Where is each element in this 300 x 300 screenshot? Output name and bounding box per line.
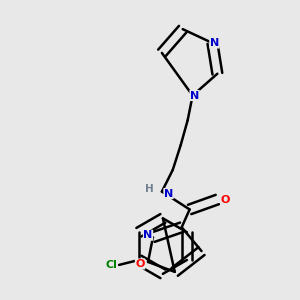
Text: Cl: Cl (105, 260, 117, 270)
Text: H: H (145, 184, 154, 194)
Text: N: N (210, 38, 219, 48)
Text: N: N (164, 189, 173, 199)
Text: N: N (143, 230, 153, 240)
Text: O: O (135, 259, 145, 269)
Text: O: O (220, 194, 230, 205)
Text: N: N (190, 91, 199, 100)
